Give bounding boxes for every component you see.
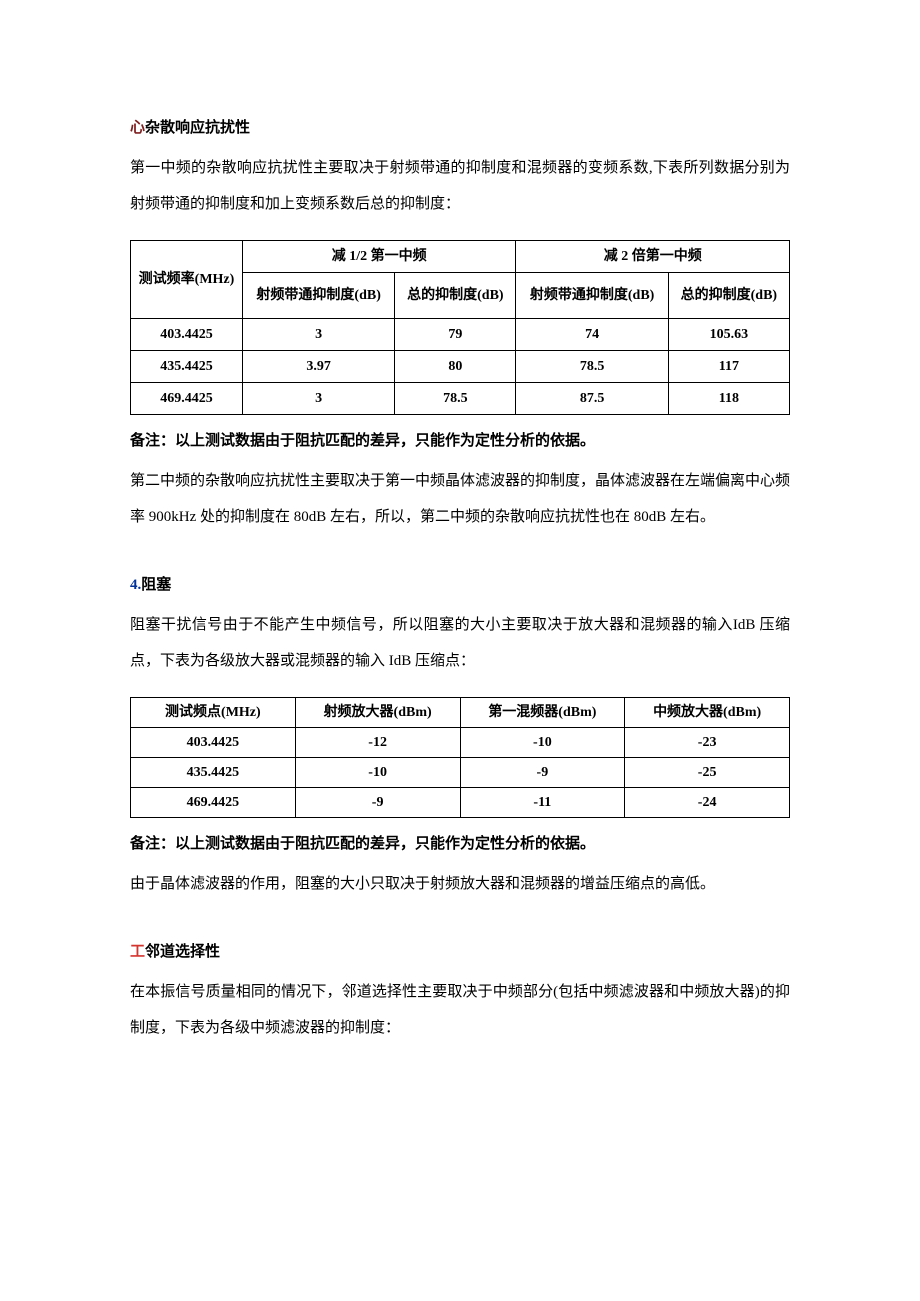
table-row: 435.4425 3.97 80 78.5 117	[131, 351, 790, 383]
table-cell: 78.5	[516, 351, 668, 383]
section-heading-spurious: 心杂散响应抗扰性	[130, 110, 790, 146]
table-cell: 469.4425	[131, 383, 243, 415]
table-cell: -10	[460, 728, 625, 758]
table-row: 469.4425 3 78.5 87.5 118	[131, 383, 790, 415]
table-cell: 435.4425	[131, 351, 243, 383]
table-header: 测试频率(MHz)	[131, 241, 243, 319]
table-cell: 469.4425	[131, 788, 296, 818]
table-cell: 403.4425	[131, 728, 296, 758]
table-cell: -10	[295, 758, 460, 788]
paragraph: 在本振信号质量相同的情况下，邻道选择性主要取决于中频部分(包括中频滤波器和中频放…	[130, 974, 790, 1046]
note: 备注：以上测试数据由于阻抗匹配的差异，只能作为定性分析的依据。	[130, 423, 790, 459]
heading-text: 阻塞	[141, 577, 171, 593]
table-header: 第一混频器(dBm)	[460, 698, 625, 728]
table-subheader: 射频带通抑制度(dB)	[243, 273, 395, 319]
table-header: 减 2 倍第一中频	[516, 241, 790, 273]
paragraph: 第一中频的杂散响应抗扰性主要取决于射频带通的抑制度和混频器的变频系数,下表所列数…	[130, 150, 790, 222]
table-cell: -23	[625, 728, 790, 758]
table-subheader: 射频带通抑制度(dB)	[516, 273, 668, 319]
heading-text: 邻道选择性	[145, 944, 220, 960]
heading-marker: 工	[130, 944, 145, 960]
table-subheader: 总的抑制度(dB)	[395, 273, 516, 319]
paragraph: 由于晶体滤波器的作用，阻塞的大小只取决于射频放大器和混频器的增益压缩点的高低。	[130, 866, 790, 902]
table-cell: -12	[295, 728, 460, 758]
section-heading-adjacent: 工邻道选择性	[130, 934, 790, 970]
table-row: 403.4425 -12 -10 -23	[131, 728, 790, 758]
table-cell: -9	[460, 758, 625, 788]
heading-marker: 4.	[130, 577, 141, 593]
table-row: 469.4425 -9 -11 -24	[131, 788, 790, 818]
table-cell: 87.5	[516, 383, 668, 415]
table-subheader: 总的抑制度(dB)	[668, 273, 789, 319]
spurious-response-table: 测试频率(MHz) 减 1/2 第一中频 减 2 倍第一中频 射频带通抑制度(d…	[130, 240, 790, 415]
table-cell: 80	[395, 351, 516, 383]
blocking-table: 测试频点(MHz) 射频放大器(dBm) 第一混频器(dBm) 中频放大器(dB…	[130, 697, 790, 818]
paragraph: 阻塞干扰信号由于不能产生中频信号，所以阻塞的大小主要取决于放大器和混频器的输入I…	[130, 607, 790, 679]
table-cell: 435.4425	[131, 758, 296, 788]
table-cell: -25	[625, 758, 790, 788]
table-row: 403.4425 3 79 74 105.63	[131, 319, 790, 351]
table-cell: 78.5	[395, 383, 516, 415]
heading-text: 杂散响应抗扰性	[145, 120, 250, 136]
section-heading-blocking: 4.阻塞	[130, 567, 790, 603]
table-header: 中频放大器(dBm)	[625, 698, 790, 728]
table-cell: 118	[668, 383, 789, 415]
table-header: 测试频点(MHz)	[131, 698, 296, 728]
table-row: 435.4425 -10 -9 -25	[131, 758, 790, 788]
table-header: 减 1/2 第一中频	[243, 241, 516, 273]
table-cell: 3.97	[243, 351, 395, 383]
table-header: 射频放大器(dBm)	[295, 698, 460, 728]
table-cell: 403.4425	[131, 319, 243, 351]
table-cell: 74	[516, 319, 668, 351]
table-cell: 79	[395, 319, 516, 351]
table-cell: 3	[243, 319, 395, 351]
paragraph: 第二中频的杂散响应抗扰性主要取决于第一中频晶体滤波器的抑制度，晶体滤波器在左端偏…	[130, 463, 790, 535]
table-cell: 3	[243, 383, 395, 415]
table-cell: -24	[625, 788, 790, 818]
table-cell: 105.63	[668, 319, 789, 351]
table-cell: -11	[460, 788, 625, 818]
heading-marker: 心	[130, 120, 145, 136]
table-cell: -9	[295, 788, 460, 818]
table-cell: 117	[668, 351, 789, 383]
note: 备注：以上测试数据由于阻抗匹配的差异，只能作为定性分析的依据。	[130, 826, 790, 862]
